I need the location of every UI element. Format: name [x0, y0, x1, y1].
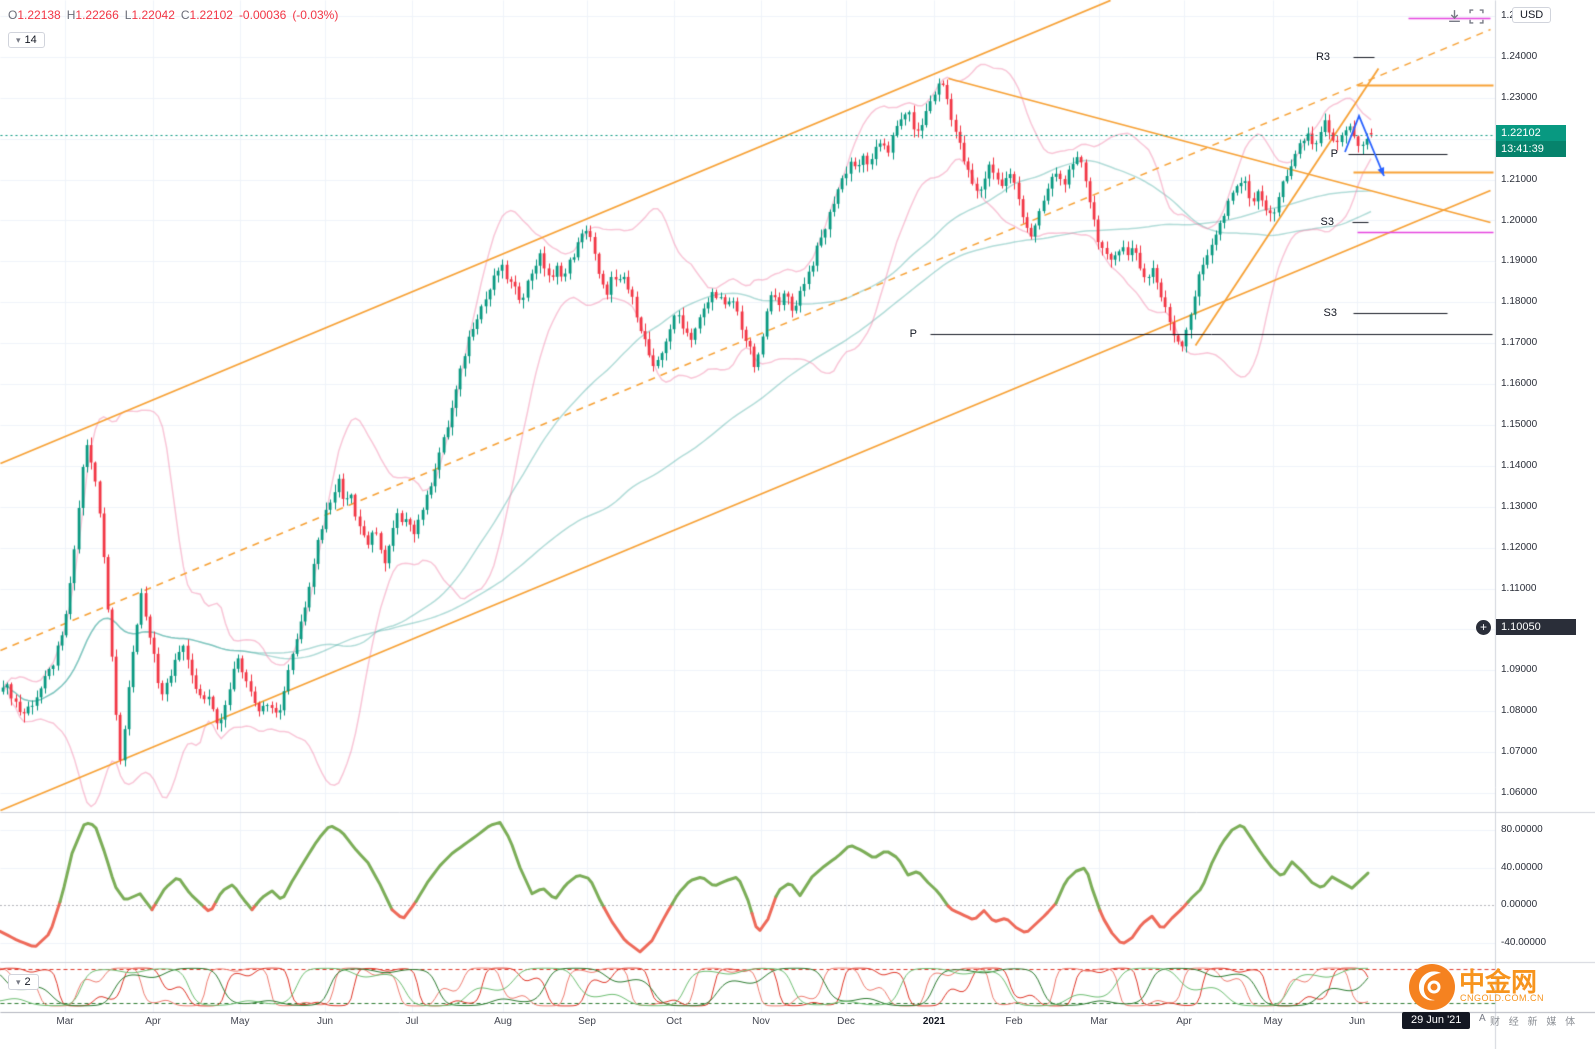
current-price-value: 1.22102: [1496, 125, 1566, 141]
cngold-logo-icon: [1408, 963, 1456, 1016]
low-value: 1.22042: [131, 8, 175, 22]
price-level-badge: 1.10050: [1496, 619, 1576, 635]
watermark-tagline: 财 经 新 媒 体: [1490, 1017, 1579, 1028]
fullscreen-icon[interactable]: [1469, 9, 1485, 25]
close-value: 1.22102: [189, 8, 233, 22]
close-label: C: [180, 8, 190, 22]
change-value: -0.00036: [238, 8, 287, 22]
lower-indicator-period-dropdown[interactable]: ▾ 2: [8, 974, 39, 990]
current-price-badge: 1.22102 13:41:39: [1496, 125, 1566, 157]
currency-button[interactable]: USD: [1512, 7, 1552, 23]
cngold-watermark: 中金网 CNGOLD.COM.CN 财 经 新 媒 体: [1404, 960, 1595, 1048]
download-icon[interactable]: [1447, 9, 1463, 25]
high-value: 1.22266: [75, 8, 119, 22]
bar-countdown: 13:41:39: [1496, 141, 1566, 157]
main-indicator-period-dropdown[interactable]: ▾ 14: [8, 32, 45, 48]
low-label: L: [124, 8, 132, 22]
chevron-down-icon: ▾: [16, 34, 21, 45]
add-alert-plus-icon[interactable]: +: [1476, 620, 1491, 635]
high-label: H: [66, 8, 76, 22]
current-date-badge: 29 Jun '21: [1402, 1012, 1471, 1029]
open-value: 1.22138: [17, 8, 61, 22]
watermark-brand: 中金网: [1459, 967, 1538, 997]
main-indicator-period-value: 14: [24, 34, 37, 46]
lower-indicator-period-value: 2: [24, 976, 31, 988]
ohlc-legend: O1.22138 H1.22266 L1.22042 C1.22102 -0.00036…: [8, 8, 344, 22]
change-percent: (-0.03%): [292, 8, 339, 22]
time-scale[interactable]: [0, 1012, 1595, 1049]
watermark-domain: CNGOLD.COM.CN: [1460, 993, 1545, 1003]
open-label: O: [8, 8, 18, 22]
chevron-down-icon: ▾: [16, 976, 21, 987]
corner-a-label: A: [1479, 1013, 1486, 1024]
